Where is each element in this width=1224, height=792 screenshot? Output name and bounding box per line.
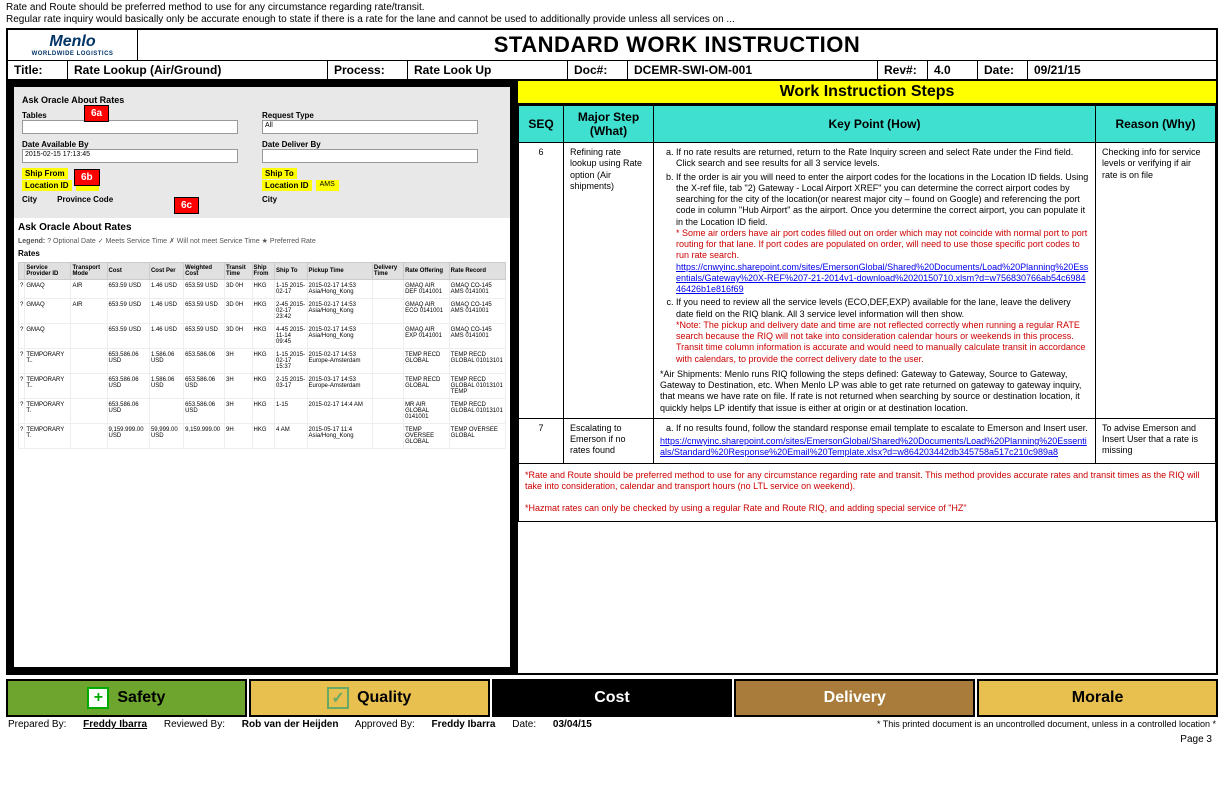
date-value: 09/21/15 bbox=[1028, 61, 1216, 79]
rates-title: Ask Oracle About Rates bbox=[18, 222, 506, 233]
step-row-6: 6 Refining rate lookup using Rate option… bbox=[519, 143, 1216, 419]
callout-6b: 6b bbox=[74, 169, 100, 186]
logo: Menlo WORLDWIDE LOGISTICS bbox=[8, 30, 138, 60]
top-note: Rate and Route should be preferred metho… bbox=[0, 0, 1224, 28]
footer-cost: Cost bbox=[492, 679, 733, 717]
title-value: Rate Lookup (Air/Ground) bbox=[68, 61, 328, 79]
footer-quality: ✓ Quality bbox=[249, 679, 490, 717]
ship-from-label: Ship From bbox=[22, 168, 68, 179]
page-number: Page 3 bbox=[0, 732, 1224, 747]
rev-value: 4.0 bbox=[928, 61, 978, 79]
footer-delivery: Delivery bbox=[734, 679, 975, 717]
steps-table: SEQ Major Step (What) Key Point (How) Re… bbox=[518, 105, 1216, 522]
screenshot-panel: Ask Oracle About Rates Tables Request Ty… bbox=[8, 81, 518, 673]
callout-6c: 6c bbox=[174, 197, 199, 214]
footer-morale: Morale bbox=[977, 679, 1218, 717]
notes-row: *Rate and Route should be preferred meth… bbox=[519, 463, 1216, 521]
rates-table: Service Provider IDTransport ModeCostCos… bbox=[18, 262, 506, 449]
meta-row: Title: Rate Lookup (Air/Ground) Process:… bbox=[8, 61, 1216, 81]
footer-safety: + Safety bbox=[6, 679, 247, 717]
doc-title: STANDARD WORK INSTRUCTION bbox=[138, 30, 1216, 60]
ship-to-label: Ship To bbox=[262, 168, 297, 179]
step-row-7: 7 Escalating to Emerson if no rates foun… bbox=[519, 418, 1216, 463]
xref-link[interactable]: https://cnwyinc.sharepoint.com/sites/Eme… bbox=[676, 262, 1088, 295]
footer-bar: + Safety ✓ Quality Cost Delivery Morale bbox=[6, 679, 1218, 717]
process-value: Rate Look Up bbox=[408, 61, 568, 79]
doc-number: DCEMR-SWI-OM-001 bbox=[628, 61, 878, 79]
form-title: Ask Oracle About Rates bbox=[22, 95, 502, 105]
template-link[interactable]: https://cnwyinc.sharepoint.com/sites/Eme… bbox=[660, 436, 1087, 457]
callout-6a: 6a bbox=[84, 105, 109, 122]
document-frame: Menlo WORLDWIDE LOGISTICS STANDARD WORK … bbox=[6, 28, 1218, 675]
work-instruction-header: Work Instruction Steps bbox=[518, 81, 1216, 105]
bottom-meta: Prepared By: Freddy Ibarra Reviewed By: … bbox=[0, 717, 1224, 732]
plus-icon: + bbox=[87, 687, 109, 709]
check-icon: ✓ bbox=[327, 687, 349, 709]
